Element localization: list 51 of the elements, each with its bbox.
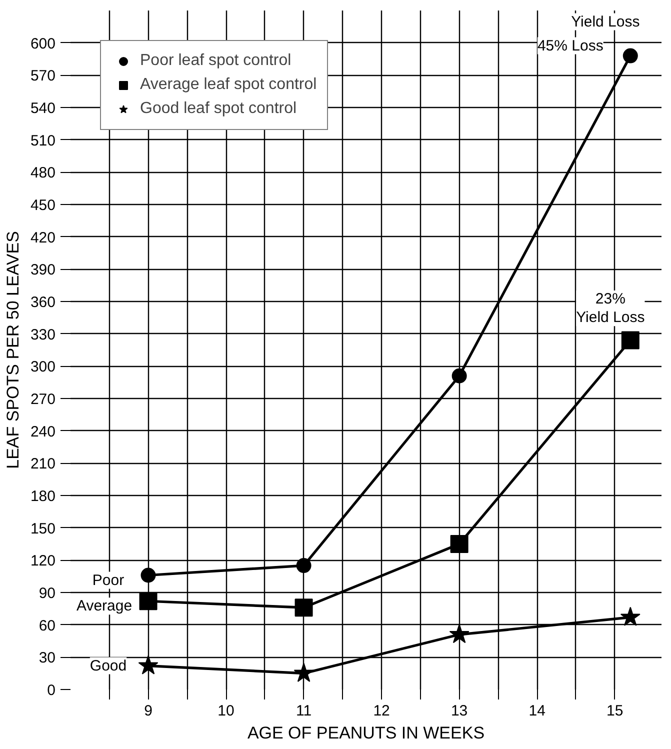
annotation: Yield Loss [571,13,640,30]
legend-label: Average leaf spot control [140,76,317,94]
x-tick-label: 12 [373,702,390,720]
point [622,48,638,64]
y-tick-label: 120 [30,552,56,570]
y-tick-label: 540 [30,100,56,117]
y-tick-label: 360 [30,294,56,311]
point [620,606,640,626]
y-tick-label: 150 [30,520,56,538]
x-tick-label: 14 [528,702,546,720]
y-tick-label: 600 [30,35,56,52]
point [449,624,470,644]
y-tick-label: 30 [38,650,56,667]
x-tick-label: 13 [450,702,468,720]
point [452,368,467,384]
point [621,331,640,350]
point [138,655,158,674]
y-axis-title: LEAF SPOTS PER 50 LEAVES [3,231,22,469]
y-tick-label: 0 [47,682,56,699]
y-tick-label: 420 [30,229,56,246]
y-tick-label: 570 [30,68,56,85]
y-tick-label: 180 [30,488,56,505]
y-tick-label: 330 [30,326,56,344]
annotation: Poor [92,572,124,589]
y-tick-label: 510 [30,132,56,150]
x-tick-label: 15 [606,702,624,720]
annotation: 23% Yield Loss [576,290,645,326]
y-tick-label: 90 [38,585,56,602]
y-tick-label: 240 [30,423,56,440]
y-tick-label: 390 [30,262,56,279]
annotation: Average [76,598,132,615]
y-tick-label: 300 [30,358,56,376]
x-tick-label: 11 [296,702,312,720]
legend-label: Poor leaf spot control [140,52,292,70]
y-tick-label: 210 [30,456,56,473]
point [294,662,314,682]
x-tick-label: 10 [218,702,234,720]
x-axis-title: AGE OF PEANUTS IN WEEKS [247,724,485,742]
y-tick-label: 270 [30,391,56,408]
y-tick-label: 480 [30,164,56,182]
point [450,535,468,553]
y-tick-label: 60 [38,617,56,634]
y-tick-label: 450 [30,197,56,214]
x-tick-label: 9 [144,702,152,720]
legend-label: Good leaf spot control [140,100,297,118]
point [294,598,313,617]
annotation: 45% Loss [537,37,604,54]
annotation: Good [90,657,127,674]
point [296,558,312,574]
point [140,568,156,583]
point [139,592,158,610]
